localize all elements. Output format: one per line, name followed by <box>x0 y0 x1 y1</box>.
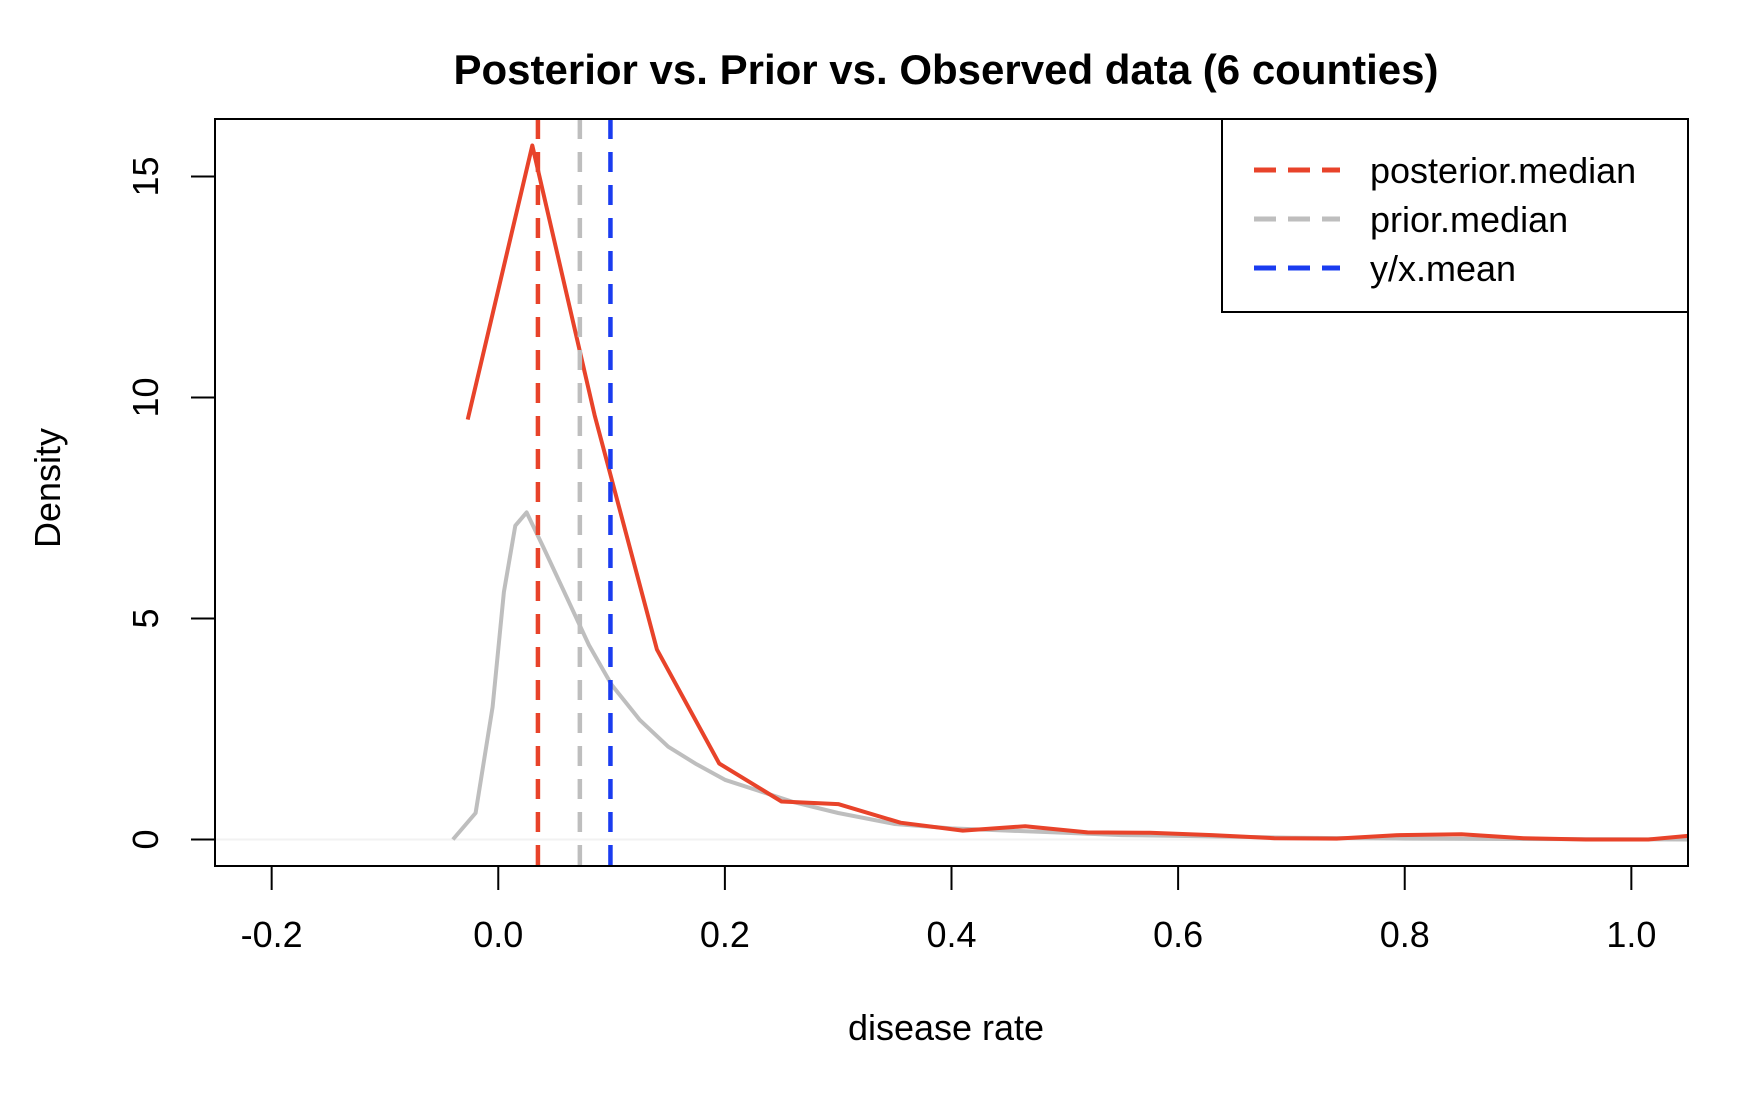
chart-title: Posterior vs. Prior vs. Observed data (6… <box>453 46 1438 93</box>
x-tick-label: 1.0 <box>1606 914 1656 955</box>
series-layer <box>451 143 1689 842</box>
y-tick-label: 15 <box>125 156 166 196</box>
x-tick-label: 0.2 <box>700 914 750 955</box>
legend-label: y/x.mean <box>1370 248 1516 289</box>
x-tick-label: -0.2 <box>241 914 303 955</box>
series-line-0 <box>465 143 1689 842</box>
legend-box <box>1221 118 1689 313</box>
legend-label: posterior.median <box>1370 150 1636 191</box>
y-axis: 0 5 10 15 <box>125 156 216 849</box>
legend-label: prior.median <box>1370 199 1568 240</box>
y-axis-label: Density <box>27 428 68 548</box>
x-tick-label: 0.0 <box>473 914 523 955</box>
median-lines <box>535 119 613 866</box>
x-tick-label: 0.8 <box>1380 914 1430 955</box>
x-tick-label: 0.4 <box>926 914 976 955</box>
x-axis: -0.2 0.0 0.2 0.4 0.6 0.8 1.0 <box>241 865 1656 955</box>
series-line-1 <box>451 510 1689 842</box>
x-tick-label: 0.6 <box>1153 914 1203 955</box>
y-tick-label: 10 <box>125 377 166 417</box>
y-tick-label: 0 <box>125 829 166 849</box>
y-tick-label: 5 <box>125 608 166 628</box>
legend: posterior.median prior.median y/x.mean <box>1221 118 1689 313</box>
x-axis-label: disease rate <box>848 1007 1044 1048</box>
